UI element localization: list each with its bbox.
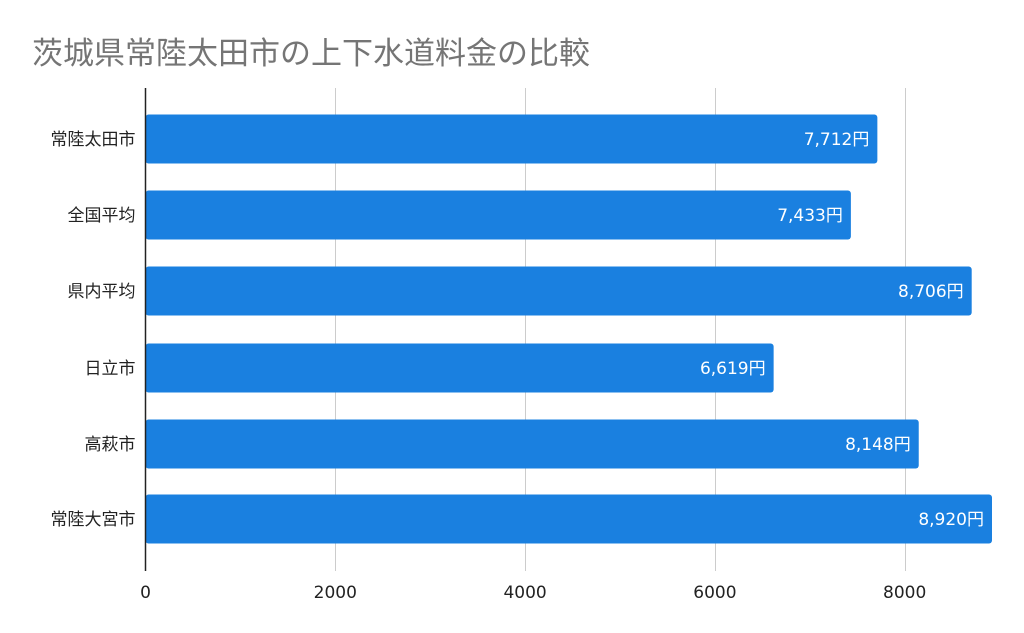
bar <box>145 419 919 469</box>
category-label: 常陸大宮市 <box>51 510 136 530</box>
data-label: 8,148円 <box>845 435 911 455</box>
bar <box>145 494 992 544</box>
data-label: 8,920円 <box>918 510 984 530</box>
category-label: 高萩市 <box>85 435 136 455</box>
category-label: 県内平均 <box>68 282 136 302</box>
bar <box>145 266 972 316</box>
data-label: 6,619円 <box>700 359 766 379</box>
category-label: 日立市 <box>85 359 136 379</box>
x-tick-label: 6000 <box>693 583 736 603</box>
bar <box>145 190 851 240</box>
chart-title: 茨城県常陸太田市の上下水道料金の比較 <box>32 36 590 72</box>
category-label: 常陸太田市 <box>51 130 136 150</box>
x-tick-label: 8000 <box>883 583 926 603</box>
bar <box>145 343 774 393</box>
data-label: 7,712円 <box>804 130 870 150</box>
data-label: 8,706円 <box>898 282 964 302</box>
bar <box>145 114 878 164</box>
x-tick-label: 2000 <box>314 583 357 603</box>
data-label: 7,433円 <box>777 206 843 226</box>
x-tick-label: 0 <box>140 583 151 603</box>
category-label: 全国平均 <box>68 206 136 226</box>
x-tick-label: 4000 <box>503 583 546 603</box>
